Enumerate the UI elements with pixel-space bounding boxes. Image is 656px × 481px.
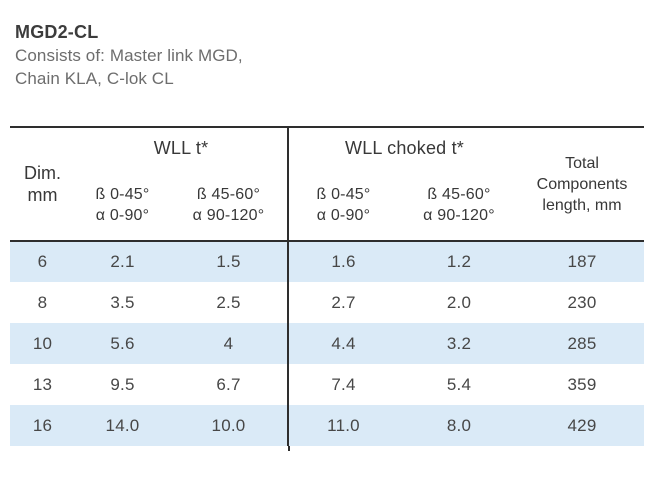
cell-total-length: 285 xyxy=(567,333,597,353)
table-row: 13 9.5 6.7 7.4 5.4 359 xyxy=(10,364,644,405)
cell-choked-low: 1.6 xyxy=(331,252,356,271)
product-description-line1: Consists of: Master link MGD, xyxy=(15,46,243,65)
cell-dim: 10 xyxy=(32,333,53,353)
column-header-choked-angle-high: ß 45-60° α 90-120° xyxy=(423,185,495,224)
table-row: 6 2.1 1.5 1.6 1.2 187 xyxy=(10,241,644,282)
total-header-line2: Components xyxy=(536,175,628,193)
cell-wll-high: 2.5 xyxy=(170,282,289,323)
table-row: 10 5.6 4 4.4 3.2 285 xyxy=(10,323,644,364)
cell-dim: 6 xyxy=(37,252,48,271)
cell-total-length: 230 xyxy=(567,292,597,312)
group-divider-line xyxy=(288,446,290,451)
cell-choked-high: 5.4 xyxy=(446,374,472,394)
column-header-total-length: Total Components length, mm xyxy=(520,127,644,241)
column-header-wll-angle-high: ß 45-60° α 90-120° xyxy=(170,169,289,241)
column-header-choked-angle-low: ß 0-45° α 0-90° xyxy=(316,185,371,224)
cell-choked-low: 2.7 xyxy=(331,292,356,312)
cell-wll-low: 9.5 xyxy=(110,374,135,394)
group-header-row: Dim. mm WLL t* WLL choked t* Total Compo… xyxy=(10,127,644,214)
table-row: 16 14.0 10.0 11.0 8.0 429 xyxy=(10,405,644,446)
sub-header-row: ß 0-45° α 0-90° ß 45-60° α 90-120° ß 0-4… xyxy=(10,169,644,241)
cell-wll-low: 14.0 xyxy=(105,415,140,435)
product-intro: MGD2-CL Consists of: Master link MGD, Ch… xyxy=(15,20,243,90)
cell-choked-low: 4.4 xyxy=(331,333,356,353)
group-header-wll-choked: WLL choked t* xyxy=(345,138,464,158)
cell-wll-low: 5.6 xyxy=(110,333,135,353)
cell-choked-high: 2.0 xyxy=(446,292,472,312)
dim-header-line2: mm xyxy=(27,185,58,205)
cell-wll-high: 6.7 xyxy=(170,364,289,405)
column-header-dim: Dim. mm xyxy=(10,127,75,241)
cell-wll-high: 10.0 xyxy=(170,405,289,446)
product-title: MGD2-CL xyxy=(15,22,99,42)
cell-dim: 8 xyxy=(37,292,48,312)
cell-dim: 16 xyxy=(32,415,53,435)
cell-total-length: 429 xyxy=(567,415,597,435)
spec-table-body: 6 2.1 1.5 1.6 1.2 187 8 3.5 2.5 2.7 2.0 … xyxy=(10,241,644,446)
cell-choked-high: 8.0 xyxy=(446,415,472,435)
dim-header-line1: Dim. xyxy=(24,163,61,183)
spec-table: Dim. mm WLL t* WLL choked t* Total Compo… xyxy=(10,126,644,446)
cell-wll-low: 2.1 xyxy=(110,252,135,271)
group-header-wll: WLL t* xyxy=(75,127,289,169)
cell-choked-low: 11.0 xyxy=(327,415,360,435)
column-header-wll-angle-low: ß 0-45° α 0-90° xyxy=(95,185,150,224)
total-header-line1: Total xyxy=(565,154,599,172)
product-description-line2: Chain KLA, C-lok CL xyxy=(15,69,174,88)
cell-dim: 13 xyxy=(32,374,53,394)
cell-choked-low: 7.4 xyxy=(331,374,356,394)
cell-choked-high: 3.2 xyxy=(446,333,472,353)
cell-total-length: 359 xyxy=(567,374,597,394)
cell-choked-high: 1.2 xyxy=(446,252,472,271)
cell-total-length: 187 xyxy=(567,252,597,271)
cell-wll-low: 3.5 xyxy=(110,292,135,312)
cell-wll-high: 4 xyxy=(170,323,289,364)
spec-table-header: Dim. mm WLL t* WLL choked t* Total Compo… xyxy=(10,127,644,241)
table-row: 8 3.5 2.5 2.7 2.0 230 xyxy=(10,282,644,323)
total-header-line3: length, mm xyxy=(542,196,622,214)
cell-wll-high: 1.5 xyxy=(170,241,289,282)
